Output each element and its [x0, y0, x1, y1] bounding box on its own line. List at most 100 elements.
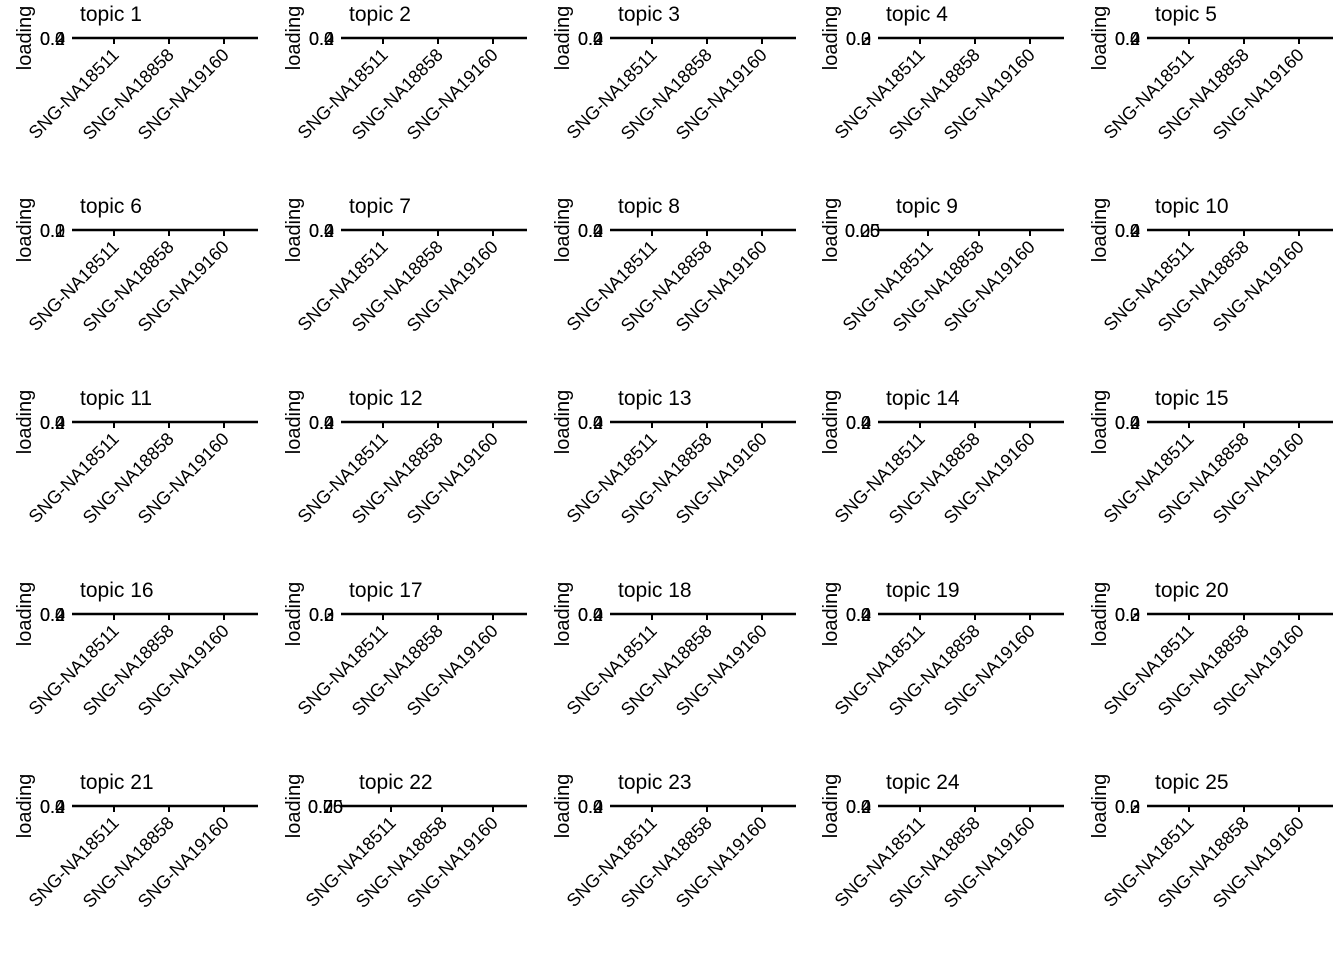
y-tick-label: 0.4	[309, 221, 334, 241]
y-tick-label: 0.0	[1115, 605, 1140, 625]
y-axis-label: loading	[552, 6, 574, 71]
y-axis-label: loading	[552, 774, 574, 839]
panel-title: topic 12	[349, 387, 423, 410]
y-tick-label: 0.2	[846, 413, 871, 433]
y-axis-label: loading	[283, 198, 305, 263]
panel-title: topic 14	[886, 387, 960, 410]
y-axis-label: loading	[14, 582, 36, 647]
y-tick-label: 0.0	[1115, 29, 1140, 49]
y-tick-label: 0.2	[578, 797, 603, 817]
panel-title: topic 7	[349, 195, 411, 218]
y-tick-label: 0.3	[309, 605, 334, 625]
panel-title: topic 10	[1155, 195, 1229, 218]
y-tick-label: 0.0	[309, 605, 334, 625]
y-axis-label: loading	[283, 774, 305, 839]
y-axis-label: loading	[283, 390, 305, 455]
y-tick-label: 0.4	[1115, 221, 1140, 241]
y-tick-label: 0.2	[1115, 797, 1140, 817]
y-tick-label: 0.2	[846, 605, 871, 625]
y-tick-label: 0.0	[40, 221, 65, 241]
chart-panel: topic 22 loading 0.75 0.25 0.00 SNG-NA18511 SN…	[269, 768, 537, 960]
y-tick-label: 0.4	[309, 413, 334, 433]
panel-title: topic 9	[896, 195, 958, 218]
chart-panel: topic 10 loading 0.4 0.2 0.0 SNG-NA18511 SNG-N…	[1075, 192, 1343, 384]
y-tick-label: 0.2	[846, 797, 871, 817]
panel-title: topic 16	[80, 579, 154, 602]
panel-title: topic 23	[618, 771, 692, 794]
y-tick-label: 0.2	[1115, 605, 1140, 625]
y-tick-label: 0.0	[1115, 797, 1140, 817]
y-axis-label: loading	[552, 390, 574, 455]
chart-panel: topic 24 loading 0.4 0.2 0.0 SNG-NA18511 SNG-N…	[806, 768, 1074, 960]
panel-title: topic 3	[618, 3, 680, 26]
chart-panel: topic 4 loading 0.3 0.2 0.0 SNG-NA18511 SNG-NA…	[806, 0, 1074, 192]
chart-panel: topic 2 loading 0.4 0.2 0.0 SNG-NA18511 SNG-NA…	[269, 0, 537, 192]
y-tick-label: 0.0	[846, 29, 871, 49]
y-tick-label: 0.0	[40, 29, 65, 49]
y-tick-label: 0.2	[1115, 29, 1140, 49]
y-tick-label: 0.4	[40, 605, 65, 625]
chart-panel: topic 11 loading 0.4 0.2 0.0 SNG-NA18511 SNG-N…	[0, 384, 268, 576]
y-tick-label: 0.3	[1115, 605, 1140, 625]
y-tick-label: 0.05	[845, 221, 880, 241]
y-axis-label: loading	[1089, 198, 1111, 263]
y-tick-label: 0.4	[40, 413, 65, 433]
y-axis-label: loading	[552, 198, 574, 263]
y-tick-label: 0.0	[309, 29, 334, 49]
y-axis-label: loading	[820, 582, 842, 647]
y-tick-label: 0.2	[578, 29, 603, 49]
y-tick-label: 0.2	[578, 413, 603, 433]
panel-title: topic 15	[1155, 387, 1229, 410]
y-tick-label: 0.4	[309, 29, 334, 49]
y-tick-label: 0.4	[578, 29, 603, 49]
y-tick-label: 0.2	[578, 221, 603, 241]
y-tick-label: 0.25	[845, 221, 880, 241]
y-tick-label: 0.3	[1115, 797, 1140, 817]
y-axis-label: loading	[283, 582, 305, 647]
y-tick-label: 0.2	[1115, 413, 1140, 433]
y-tick-label: 0.4	[846, 413, 871, 433]
y-tick-label: 0.75	[308, 797, 343, 817]
chart-panel: topic 5 loading 0.4 0.2 0.0 SNG-NA18511 SNG-NA…	[1075, 0, 1343, 192]
y-tick-label: 0.4	[40, 797, 65, 817]
x-tick-label: SNG-NA19160	[403, 813, 502, 912]
y-tick-label: 0.2	[309, 413, 334, 433]
x-tick-label: SNG-NA19160	[940, 237, 1039, 336]
y-tick-label: 0.2	[309, 29, 334, 49]
y-tick-label: 0.0	[846, 413, 871, 433]
panel-svg: topic 9 loading 0.050.250.00SNG-NA18511SNG…	[820, 195, 1065, 336]
y-axis-label: loading	[1089, 390, 1111, 455]
y-axis-label: loading	[14, 6, 36, 71]
panel-title: topic 25	[1155, 771, 1229, 794]
chart-panel: topic 9 loading 0.05 0.25 0.00 SNG-NA18511 SNG…	[806, 192, 1074, 384]
y-axis-label: loading	[820, 774, 842, 839]
panel-title: topic 2	[349, 3, 411, 26]
panel-title: topic 8	[618, 195, 680, 218]
panel-title: topic 17	[349, 579, 423, 602]
y-tick-label: 0.0	[578, 221, 603, 241]
chart-panel: topic 18 loading 0.4 0.2 0.0 SNG-NA18511 SNG-N…	[538, 576, 806, 768]
chart-panel: topic 15 loading 0.4 0.2 0.0 SNG-NA18511 SNG-N…	[1075, 384, 1343, 576]
y-tick-label: 0.2	[40, 413, 65, 433]
panel-title: topic 11	[80, 387, 152, 410]
y-tick-label: 0.2	[1115, 221, 1140, 241]
x-tick-label: SNG-NA18858	[352, 813, 451, 912]
chart-panel: topic 17 loading 0.3 0.2 0.0 SNG-NA18511 SNG-N…	[269, 576, 537, 768]
y-tick-label: 0.0	[40, 413, 65, 433]
y-tick-label: 0.0	[578, 797, 603, 817]
y-tick-label: 0.0	[846, 605, 871, 625]
chart-panel: topic 6 loading 0.2 0.1 0.0 SNG-NA18511 SNG-NA…	[0, 192, 268, 384]
